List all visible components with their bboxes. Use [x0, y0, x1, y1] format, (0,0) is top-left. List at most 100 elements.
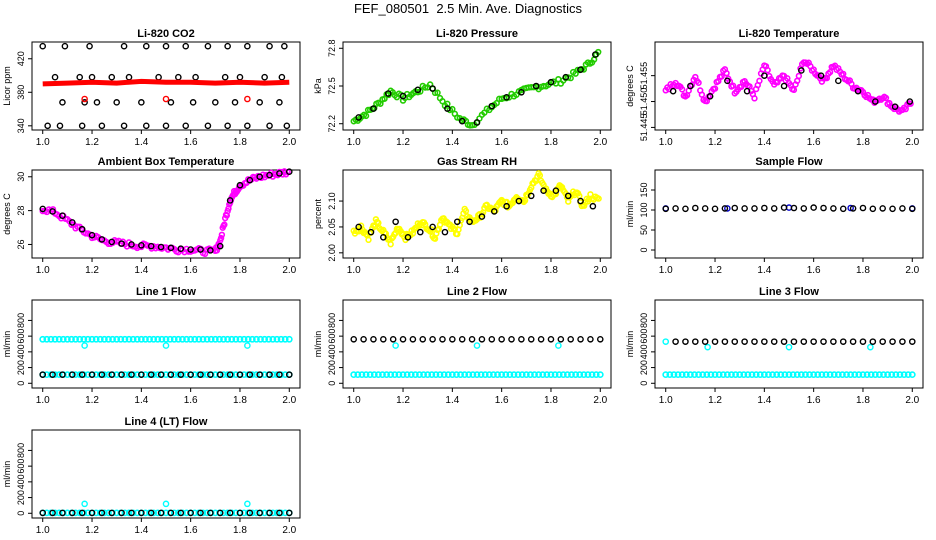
data-point	[498, 335, 505, 343]
data-point	[207, 509, 214, 517]
y-axis-label: kPa	[313, 78, 323, 94]
data-point	[419, 335, 427, 343]
x-tick-label: 1.6	[184, 137, 198, 148]
y-axis-label: degrees C	[2, 193, 12, 235]
data-point	[473, 371, 481, 379]
data-point	[118, 240, 125, 247]
data-point	[105, 509, 112, 517]
x-tick-label: 1.8	[544, 265, 558, 276]
data-point	[814, 371, 822, 379]
data-point	[370, 335, 377, 343]
y-tick-label: 51.455	[639, 62, 649, 90]
y-tick-label: 0	[327, 381, 337, 386]
data-point	[723, 371, 731, 379]
series-black-points	[39, 509, 293, 517]
data-point	[261, 73, 268, 81]
data-point	[908, 205, 916, 213]
data-point	[577, 335, 584, 343]
data-point	[859, 338, 867, 345]
data-point	[414, 86, 422, 94]
panel-title: Line 2 Flow	[447, 286, 507, 298]
data-point	[761, 338, 768, 345]
data-point	[244, 335, 252, 343]
data-point	[350, 371, 358, 379]
data-point	[350, 335, 358, 343]
data-point	[891, 103, 899, 111]
data-point	[162, 95, 170, 103]
data-point	[732, 371, 739, 379]
y-tick-label: 100	[639, 202, 649, 217]
y-tick-label: 150	[639, 182, 649, 197]
data-point	[785, 343, 793, 351]
data-point	[44, 122, 51, 130]
data-point	[261, 335, 269, 343]
data-point	[752, 371, 760, 379]
data-point	[285, 335, 293, 343]
x-tick-label: 1.8	[233, 395, 247, 406]
data-point	[488, 102, 496, 110]
data-point	[218, 231, 226, 239]
data-point	[93, 99, 101, 106]
x-tick-label: 1.2	[85, 265, 99, 276]
data-point	[817, 72, 825, 79]
data-point	[879, 205, 886, 212]
data-point	[810, 204, 817, 211]
data-point	[678, 86, 686, 93]
plot-frame	[31, 169, 301, 259]
data-point	[157, 243, 165, 251]
data-point	[580, 66, 588, 73]
data-point	[273, 509, 281, 517]
data-point	[537, 335, 545, 343]
data-point	[150, 371, 158, 379]
data-point	[577, 197, 584, 205]
data-point	[98, 236, 106, 243]
data-point	[177, 509, 185, 517]
data-point	[128, 371, 135, 378]
data-point	[256, 371, 263, 378]
data-point	[849, 338, 857, 345]
data-point	[900, 371, 908, 379]
data-point	[224, 42, 231, 50]
plot-frame	[654, 41, 924, 131]
data-point	[510, 371, 518, 379]
data-point	[281, 42, 288, 50]
data-point	[108, 238, 116, 246]
y-tick-label: 0	[16, 511, 26, 516]
data-point	[265, 335, 273, 343]
panel-line4: Line 4 (LT) Flow 1.0 1.2 1.4 1.6 1.8 2.0 0 20040…	[2, 416, 301, 536]
data-point	[253, 335, 260, 343]
y-tick-label: 200	[16, 490, 26, 505]
data-point	[669, 87, 677, 95]
y-axis-label: ml/min	[625, 201, 635, 228]
data-point	[547, 335, 555, 343]
y-tick-label: 72.2	[327, 115, 337, 133]
data-point	[170, 335, 178, 343]
data-point	[39, 371, 47, 378]
panel-pressure: Li-820 Pressure 1.0 1.2 1.4 1.6 1.8 2.0 72.2 72.…	[313, 28, 612, 148]
data-point	[558, 184, 566, 191]
data-point	[187, 509, 194, 517]
y-tick-label: 800	[327, 313, 337, 328]
series-blue-trace	[662, 204, 916, 212]
data-point	[192, 73, 199, 81]
data-point	[133, 335, 141, 343]
x-tick-label: 1.2	[85, 137, 99, 148]
data-point	[278, 73, 286, 81]
y-tick-label: 0	[639, 247, 649, 252]
x-tick-label: 2.0	[905, 265, 919, 276]
data-point	[551, 371, 559, 379]
data-point	[182, 42, 190, 50]
data-point	[187, 371, 194, 378]
data-point	[764, 66, 771, 74]
data-point	[128, 509, 135, 517]
data-point	[820, 338, 827, 345]
data-point	[138, 242, 145, 249]
data-point	[721, 205, 729, 212]
data-point	[204, 42, 212, 50]
data-point	[49, 371, 56, 378]
data-point	[662, 338, 670, 345]
data-point	[236, 181, 244, 189]
y-axis-label: Licor ppm	[2, 66, 12, 106]
x-tick-label: 1.4	[757, 137, 771, 148]
data-point	[285, 509, 293, 517]
